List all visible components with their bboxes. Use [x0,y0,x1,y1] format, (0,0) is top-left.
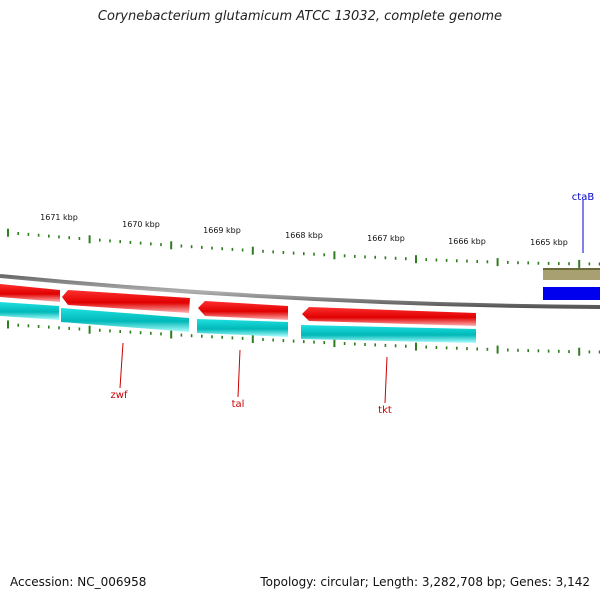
gene-label-tkt[interactable]: tkt [378,405,392,416]
scale-label-1670: 1670 kbp [122,220,160,229]
cds-forward-2[interactable] [62,290,190,313]
gene-label-tal[interactable]: tal [232,399,245,410]
zwf-leader [119,342,124,389]
cds-reverse-zwf[interactable] [61,308,189,332]
scale-label-1671: 1671 kbp [40,213,78,222]
cds-forward-4[interactable] [302,307,476,326]
scale-label-1667: 1667 kbp [367,234,405,243]
gene-label-zwf[interactable]: zwf [111,390,128,401]
scale-label-1665: 1665 kbp [530,238,568,247]
tal-leader [237,349,241,398]
scale-label-1668: 1668 kbp [285,231,323,240]
genome-backbone [0,274,600,309]
tkt-leader [384,356,388,404]
map-title: Corynebacterium glutamicum ATCC 13032, c… [97,9,503,24]
scale-label-1666: 1666 kbp [448,237,486,246]
cds-forward-1[interactable] [0,284,60,302]
scale-label-1669: 1669 kbp [203,226,241,235]
cds-reverse-tal[interactable] [197,319,288,337]
gene-label-ctaB[interactable]: ctaB [572,192,595,203]
ctaB-feature[interactable] [543,287,600,300]
cds-reverse-zwf-left[interactable] [0,302,59,320]
cds-forward-3[interactable] [198,301,288,320]
genome-stats-text: Topology: circular; Length: 3,282,708 bp… [260,575,590,589]
ctaB-track[interactable] [543,268,600,280]
accession-text: Accession: NC_006958 [10,575,147,589]
ctaB-track-edge [543,268,600,270]
cds-reverse-tkt[interactable] [301,325,476,343]
